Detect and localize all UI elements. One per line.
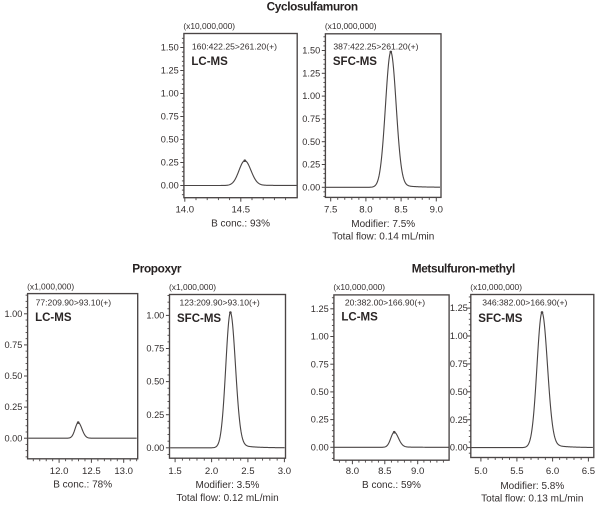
svg-text:LC-MS: LC-MS [35, 312, 72, 324]
svg-text:0.00: 0.00 [5, 433, 23, 443]
svg-text:0.50: 0.50 [146, 377, 164, 387]
svg-text:14.0: 14.0 [175, 205, 194, 216]
svg-text:Modifier: 7.5%: Modifier: 7.5% [351, 219, 415, 230]
svg-text:(x10,000,000): (x10,000,000) [470, 282, 522, 292]
svg-text:0.75: 0.75 [302, 114, 320, 124]
svg-text:0.50: 0.50 [161, 135, 179, 145]
svg-text:12.0: 12.0 [50, 466, 69, 477]
svg-text:Total flow: 0.12 mL/min: Total flow: 0.12 mL/min [176, 493, 278, 504]
svg-text:0.50: 0.50 [450, 387, 468, 397]
svg-text:0.00: 0.00 [302, 182, 320, 192]
svg-text:1.25: 1.25 [311, 304, 329, 314]
svg-text:Metsulfuron-methyl: Metsulfuron-methyl [412, 261, 515, 275]
svg-text:0.50: 0.50 [5, 371, 23, 381]
svg-text:1.00: 1.00 [146, 311, 164, 321]
svg-text:346:382.00>166.90(+): 346:382.00>166.90(+) [482, 298, 567, 308]
svg-text:Total flow: 0.13 mL/min: Total flow: 0.13 mL/min [481, 494, 583, 505]
svg-text:12.5: 12.5 [82, 466, 101, 477]
svg-text:123:209.90>93.10(+): 123:209.90>93.10(+) [180, 298, 260, 308]
svg-text:77:209.90>93.10(+): 77:209.90>93.10(+) [36, 298, 112, 308]
svg-text:0.25: 0.25 [450, 415, 468, 425]
svg-text:0.00: 0.00 [161, 181, 179, 191]
svg-text:0.50: 0.50 [302, 137, 320, 147]
svg-text:0.25: 0.25 [302, 160, 320, 170]
svg-text:0.25: 0.25 [5, 402, 23, 412]
svg-text:9.0: 9.0 [411, 466, 424, 477]
svg-text:9.0: 9.0 [430, 205, 443, 216]
svg-text:8.0: 8.0 [359, 205, 372, 216]
svg-text:1.50: 1.50 [161, 43, 179, 53]
svg-text:5.5: 5.5 [510, 466, 523, 477]
svg-text:0.25: 0.25 [311, 415, 329, 425]
svg-text:1.25: 1.25 [161, 66, 179, 76]
svg-text:LC-MS: LC-MS [191, 56, 228, 68]
svg-text:LC-MS: LC-MS [341, 312, 378, 324]
svg-text:1.00: 1.00 [311, 332, 329, 342]
svg-text:0.00: 0.00 [146, 443, 164, 453]
svg-text:0.75: 0.75 [161, 112, 179, 122]
svg-text:3.0: 3.0 [278, 466, 291, 477]
svg-text:1.25: 1.25 [302, 68, 320, 78]
svg-text:387:422.25>261.20(+): 387:422.25>261.20(+) [333, 41, 418, 51]
svg-text:SFC-MS: SFC-MS [177, 313, 221, 325]
svg-text:0.00: 0.00 [450, 443, 468, 453]
svg-text:Cyclosulfamuron: Cyclosulfamuron [267, 0, 358, 13]
svg-text:B conc.: 93%: B conc.: 93% [211, 219, 270, 230]
svg-text:0.75: 0.75 [311, 359, 329, 369]
svg-text:Modifier: 5.8%: Modifier: 5.8% [500, 481, 564, 492]
svg-text:0.00: 0.00 [311, 442, 329, 452]
svg-text:6.5: 6.5 [582, 466, 595, 477]
svg-text:1.5: 1.5 [168, 466, 181, 477]
svg-text:Modifier: 3.5%: Modifier: 3.5% [196, 480, 260, 491]
svg-text:0.50: 0.50 [311, 387, 329, 397]
svg-text:B conc.: 78%: B conc.: 78% [53, 480, 112, 491]
svg-text:Propoxyr: Propoxyr [132, 261, 182, 275]
svg-text:SFC-MS: SFC-MS [478, 313, 522, 325]
svg-text:1.50: 1.50 [302, 46, 320, 56]
svg-text:(x1,000,000): (x1,000,000) [169, 282, 216, 292]
svg-text:8.5: 8.5 [394, 205, 407, 216]
svg-text:1.00: 1.00 [5, 309, 23, 319]
svg-text:0.25: 0.25 [146, 410, 164, 420]
svg-text:(x10,000,000): (x10,000,000) [325, 21, 377, 31]
svg-text:13.0: 13.0 [114, 466, 133, 477]
svg-text:8.0: 8.0 [346, 466, 359, 477]
svg-text:0.75: 0.75 [146, 344, 164, 354]
svg-text:7.5: 7.5 [324, 205, 337, 216]
svg-text:0.75: 0.75 [5, 340, 23, 350]
svg-text:0.25: 0.25 [161, 158, 179, 168]
svg-text:160:422.25>261.20(+): 160:422.25>261.20(+) [192, 41, 277, 51]
svg-text:1.00: 1.00 [161, 89, 179, 99]
svg-text:(x10,000,000): (x10,000,000) [333, 282, 385, 292]
svg-text:(x10,000,000): (x10,000,000) [183, 21, 235, 31]
svg-text:8.5: 8.5 [378, 466, 391, 477]
svg-text:0.75: 0.75 [450, 359, 468, 369]
svg-text:14.5: 14.5 [231, 205, 250, 216]
svg-text:5.0: 5.0 [474, 466, 487, 477]
svg-text:2.5: 2.5 [241, 466, 254, 477]
svg-text:Total flow: 0.14 mL/min: Total flow: 0.14 mL/min [332, 232, 434, 243]
svg-text:2.0: 2.0 [205, 466, 218, 477]
svg-text:6.0: 6.0 [546, 466, 559, 477]
svg-text:B conc.: 59%: B conc.: 59% [362, 480, 421, 491]
svg-text:1.00: 1.00 [450, 331, 468, 341]
svg-text:(x1,000,000): (x1,000,000) [27, 282, 74, 292]
svg-text:1.00: 1.00 [302, 91, 320, 101]
svg-text:SFC-MS: SFC-MS [333, 56, 377, 68]
svg-text:20:382.00>166.90(+): 20:382.00>166.90(+) [345, 298, 425, 308]
svg-text:1.25: 1.25 [450, 303, 468, 313]
